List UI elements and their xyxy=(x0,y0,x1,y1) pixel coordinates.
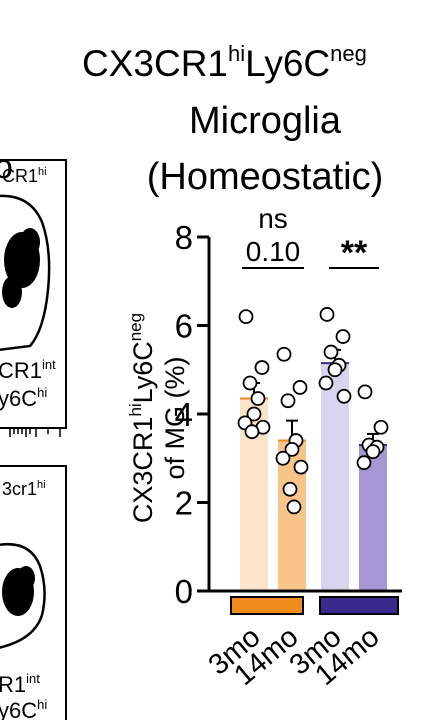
data-point-2-6 xyxy=(336,388,352,404)
data-point-2-1 xyxy=(335,329,351,344)
panel-letter-fragment: o xyxy=(0,148,13,186)
data-point-1-7 xyxy=(282,481,298,497)
sig-label-p: 0.10 xyxy=(246,236,301,267)
title-sup-neg: neg xyxy=(330,41,367,66)
group-bar-2 xyxy=(319,596,399,615)
flow-panel-bottom: 3cr1hi R1int y6Chi xyxy=(0,465,67,720)
title-line2: Microglia xyxy=(189,100,342,142)
y-tick-label-8: 8 xyxy=(175,219,193,256)
title-sup-hi: hi xyxy=(228,41,245,66)
gate-label-bottom-hi: 3cr1hi xyxy=(2,479,46,499)
flow-panel-top-frame xyxy=(0,159,67,429)
title-mid: Ly6C xyxy=(245,43,330,84)
gate-label-top-hi: CR1hi xyxy=(2,166,47,186)
ylabel-sup-neg: neg xyxy=(126,313,145,341)
y-axis-label: CX3CR1hiLy6Cneg of MG (%) xyxy=(126,313,190,523)
title-line3: (Homeostatic) xyxy=(147,156,384,198)
data-point-1-6 xyxy=(293,459,309,475)
gate-label-top-ly6c: y6Chi xyxy=(0,385,47,411)
data-point-0-1 xyxy=(254,360,270,375)
data-point-1-0 xyxy=(276,346,292,362)
data-point-3-1 xyxy=(373,419,389,435)
data-point-1-4 xyxy=(284,441,300,457)
data-point-0-3 xyxy=(250,391,266,406)
data-point-2-5 xyxy=(318,375,334,391)
ylabel-sup-hi: hi xyxy=(126,403,145,416)
y-tick-label-6: 6 xyxy=(175,308,193,345)
data-point-0-0 xyxy=(238,309,254,325)
gate-outline-top xyxy=(0,194,51,352)
y-tick-label-0: 0 xyxy=(175,573,193,610)
data-point-2-2 xyxy=(323,344,339,360)
y-tick-label-4: 4 xyxy=(175,396,193,433)
svg-text:CX3CR1hiLy6Cneg: CX3CR1hiLy6Cneg xyxy=(82,41,367,84)
gate-label-bottom-int: R1int xyxy=(0,671,40,697)
data-point-2-0 xyxy=(319,307,335,322)
group-bar-1 xyxy=(230,596,304,615)
data-point-1-5 xyxy=(275,450,291,466)
ylabel-part2: Ly6C xyxy=(128,341,158,403)
data-point-2-4 xyxy=(327,362,343,378)
data-point-1-1 xyxy=(292,380,308,395)
data-point-3-0 xyxy=(357,384,373,400)
data-point-1-8 xyxy=(286,499,302,515)
ylabel-line2: of MG (%) xyxy=(160,356,190,479)
sig-label-ns: ns xyxy=(258,203,288,234)
chart-title: CX3CR1hiLy6Cneg Microglia (Homeostatic) xyxy=(82,41,383,198)
data-point-3-4 xyxy=(365,444,381,460)
density-cloud-top xyxy=(2,228,40,308)
flow-panel-top: CR1hi CR1int y6Chi xyxy=(0,159,67,437)
left-flow-panels: o CR1hi CR1int y6Chi 3cr1hi xyxy=(0,148,67,720)
data-point-0-7 xyxy=(244,424,260,440)
data-point-1-2 xyxy=(280,393,296,409)
svg-text:CX3CR1hiLy6Cneg: CX3CR1hiLy6Cneg xyxy=(126,313,158,523)
gate-outline-bottom xyxy=(0,542,46,649)
axis-ticks-top xyxy=(9,428,61,437)
ylabel-part1: CX3CR1 xyxy=(128,417,158,524)
data-point-0-4 xyxy=(246,406,262,422)
data-point-3-5 xyxy=(356,455,372,471)
gate-label-bottom-ly6c: y6Chi xyxy=(0,697,47,720)
gate-label-top-int: CR1int xyxy=(0,357,56,383)
density-cloud-bottom xyxy=(2,566,35,616)
y-tick-label-2: 2 xyxy=(175,485,193,522)
data-point-0-2 xyxy=(242,375,258,391)
title-main: CX3CR1 xyxy=(82,43,228,84)
sig-label-stars: ** xyxy=(341,234,368,272)
flow-panel-bottom-frame xyxy=(0,465,67,720)
